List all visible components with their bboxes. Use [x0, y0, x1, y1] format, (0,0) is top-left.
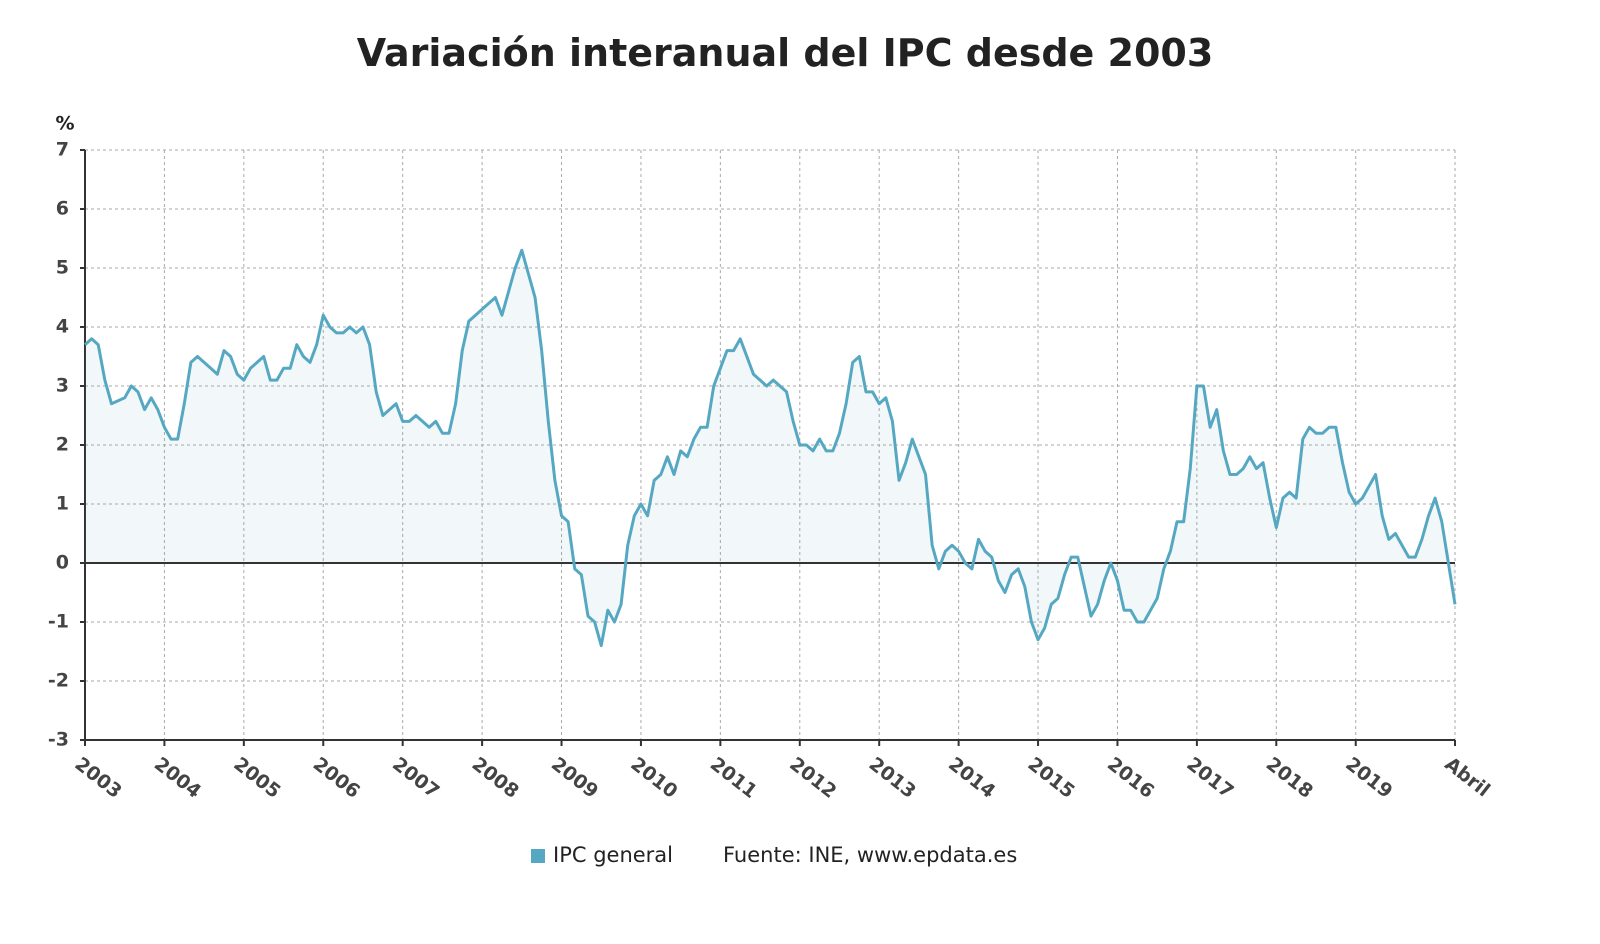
x-tick-label: 2010	[626, 753, 681, 803]
y-tick-label: -3	[48, 729, 69, 751]
x-tick-label: 2006	[309, 753, 364, 803]
x-tick-label: 2004	[150, 753, 205, 803]
y-tick-label: 3	[56, 375, 69, 397]
y-tick-label: 6	[56, 198, 69, 220]
x-tick-label: 2017	[1182, 753, 1237, 803]
y-tick-label: 7	[56, 139, 69, 161]
y-tick-label: -2	[48, 670, 69, 692]
x-tick-label: 2005	[229, 753, 284, 803]
y-tick-label: 0	[56, 552, 69, 574]
x-tick-label: 2016	[1103, 753, 1158, 803]
x-tick-label: 2014	[944, 753, 999, 803]
legend-label: IPC general	[553, 843, 673, 867]
x-tick-label: 2012	[785, 753, 840, 803]
x-tick-label: Abril	[1441, 753, 1494, 802]
y-tick-label: 5	[56, 257, 69, 279]
y-tick-label: 2	[56, 434, 69, 456]
x-tick-label: 2009	[547, 753, 602, 803]
y-axis-label: %	[55, 113, 74, 135]
x-tick-label: 2019	[1341, 753, 1396, 803]
x-tick-label: 2007	[388, 753, 443, 803]
x-tick-label: 2013	[865, 753, 920, 803]
x-tick-label: 2018	[1262, 753, 1317, 803]
source: Fuente: INE, www.epdata.es	[723, 843, 1017, 867]
x-tick-label: 2015	[1024, 753, 1079, 803]
y-tick-label: -1	[48, 611, 69, 633]
x-tick-label: 2003	[71, 753, 126, 803]
legend-swatch	[531, 849, 545, 863]
line	[84, 248, 1457, 648]
y-tick-label: 1	[56, 493, 69, 515]
y-tick-label: 4	[56, 316, 69, 338]
area	[85, 250, 1455, 646]
x-tick-label: 2008	[468, 753, 523, 803]
chart-title: Variación interanual del IPC desde 2003	[357, 31, 1214, 75]
x-tick-label: 2011	[706, 753, 761, 803]
